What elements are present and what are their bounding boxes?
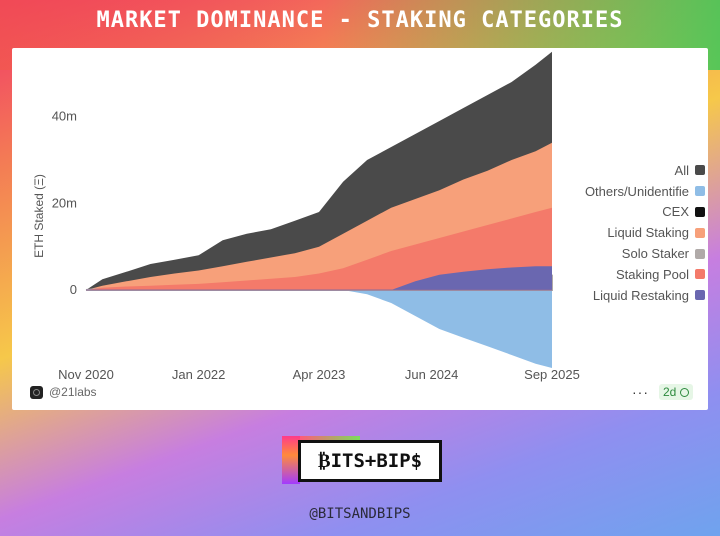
x-tick-label: Sep 2025 <box>524 367 580 382</box>
legend-item[interactable]: Staking Pool <box>565 264 705 285</box>
legend-item[interactable]: Solo Staker <box>565 243 705 264</box>
legend-swatch <box>695 227 705 238</box>
series-areas <box>85 51 553 368</box>
series-area-liquid-restaking <box>86 266 552 290</box>
brand-color-bar <box>300 436 360 442</box>
brand-color-strip <box>282 436 300 484</box>
legend-label: Liquid Staking <box>607 225 689 241</box>
x-tick-label: Jun 2024 <box>405 367 459 382</box>
y-tick-label: 40m <box>52 109 77 124</box>
y-tick-label: 0 <box>70 282 77 297</box>
legend-item[interactable]: CEX <box>565 202 705 223</box>
chart-legend: All Others/Unidentifie CEX Liquid Staking So… <box>565 160 705 306</box>
21labs-logo-icon <box>30 385 43 399</box>
check-circle-icon <box>680 387 690 397</box>
x-tick-label: Nov 2020 <box>58 367 114 382</box>
refresh-badge[interactable]: 2d <box>659 384 694 400</box>
page-title: MARKET DOMINANCE - STAKING CATEGORIES <box>96 8 624 33</box>
chart-card: 40m 20m 0 Nov 2020 Jan 2022 Apr 2023 Jun 2024… <box>12 48 708 410</box>
source-credit: @21labs <box>30 385 97 399</box>
legend-item[interactable]: Liquid Restaking <box>565 285 705 306</box>
legend-label: CEX <box>662 204 689 220</box>
legend-swatch <box>695 206 705 217</box>
legend-item[interactable]: Others/Unidentifie <box>565 181 705 202</box>
brand-logo: ₿ITS+BIP$ <box>282 436 442 484</box>
legend-label: Solo Staker <box>621 246 689 262</box>
chart-controls: ··· 2d <box>632 384 694 400</box>
brand-logo-text: ₿ITS+BIP$ <box>298 440 442 482</box>
y-tick-label: 20m <box>52 195 77 210</box>
x-tick-label: Jan 2022 <box>172 367 226 382</box>
y-axis: 40m 20m 0 <box>52 109 77 297</box>
legend-swatch <box>695 186 705 197</box>
legend-swatch <box>695 248 705 259</box>
legend-swatch <box>695 165 705 176</box>
series-area-others-unidentifie <box>86 290 552 368</box>
social-handle: @BITSANDBIPS <box>309 506 411 522</box>
chart-svg: 40m 20m 0 Nov 2020 Jan 2022 Apr 2023 Jun 2024… <box>32 51 580 382</box>
legend-item[interactable]: Liquid Staking <box>565 222 705 243</box>
legend-swatch <box>695 269 705 280</box>
source-label: @21labs <box>49 385 97 399</box>
y-axis-label: ETH Staked (Ξ) <box>32 174 46 258</box>
refresh-badge-label: 2d <box>663 385 677 399</box>
x-tick-label: Apr 2023 <box>293 367 346 382</box>
x-axis: Nov 2020 Jan 2022 Apr 2023 Jun 2024 Sep 2025 <box>58 367 580 382</box>
legend-swatch <box>695 290 705 301</box>
legend-label: Others/Unidentifie <box>584 183 689 199</box>
legend-label: All <box>674 162 689 178</box>
series-area-staking-pool <box>86 207 552 290</box>
legend-item[interactable]: All <box>565 160 705 181</box>
legend-label: Staking Pool <box>616 266 689 282</box>
legend-label: Liquid Restaking <box>592 287 689 303</box>
more-options-icon[interactable]: ··· <box>632 384 649 400</box>
